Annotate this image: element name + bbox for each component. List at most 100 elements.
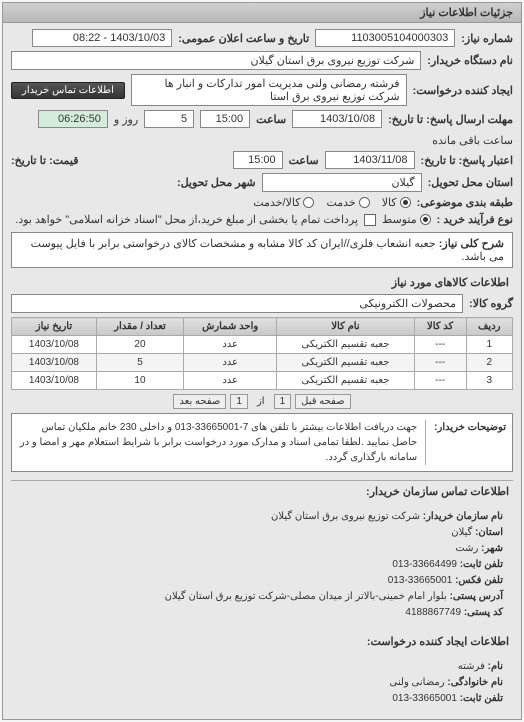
main-title-text: جعبه انشعاب فلزی//ایران کد کالا مشابه و …: [31, 238, 504, 263]
days-remaining: 5: [144, 110, 194, 128]
row-process: نوع فرآیند خرید : متوسط پرداخت تمام یا ب…: [11, 213, 513, 226]
radio-both-circle: [303, 197, 314, 208]
pub-date-value: 1403/10/03 - 08:22: [32, 29, 172, 47]
row-group: گروه کالا: محصولات الکترونیکی: [11, 294, 513, 313]
days-text: روز و: [114, 113, 138, 126]
table-cell: ---: [414, 354, 466, 372]
cr-fam: رمضانی ولنی: [390, 677, 445, 688]
row-location: استان محل تحویل: گیلان شهر محل تحویل:: [11, 173, 513, 192]
deadline-time: 15:00: [200, 110, 250, 128]
table-cell: 1403/10/08: [12, 336, 97, 354]
radio-goods[interactable]: کالا: [382, 196, 411, 209]
cr-name-l: نام:: [488, 661, 503, 672]
table-row: 1---جعبه تقسیم الکتریکیعدد201403/10/08: [12, 336, 513, 354]
th-unit: واحد شمارش: [184, 318, 277, 336]
contact-block: نام سازمان خریدار: شرکت توزیع نیروی برق …: [11, 503, 513, 627]
req-num-value: 1103005104000303: [315, 29, 455, 47]
checkbox-treasury-label: پرداخت تمام یا بخشی از مبلغ خرید،از محل …: [15, 213, 358, 226]
classification-radios: کالا خدمت کالا/خدمت: [253, 196, 410, 209]
c-post-l: کد پستی:: [464, 607, 503, 618]
radio-mid-label: متوسط: [382, 213, 417, 226]
radio-service[interactable]: خدمت: [326, 196, 369, 209]
checkbox-treasury[interactable]: [364, 214, 376, 226]
c-prov: گیلان: [451, 527, 472, 538]
table-cell: عدد: [184, 354, 277, 372]
main-title-label: شرح کلی نیاز:: [439, 238, 504, 250]
c-org: شرکت توزیع نیروی برق استان گیلان: [271, 511, 420, 522]
radio-both-label: کالا/خدمت: [253, 196, 300, 209]
th-rownum: ردیف: [466, 318, 512, 336]
radio-mid[interactable]: متوسط: [382, 213, 431, 226]
row-classification: طبقه بندی موضوعی: کالا خدمت کالا/خدمت: [11, 196, 513, 209]
time-remaining: 06:26:50: [38, 110, 108, 128]
radio-both[interactable]: کالا/خدمت: [253, 196, 314, 209]
table-cell: ---: [414, 336, 466, 354]
proc-label: نوع فرآیند خرید :: [437, 213, 513, 226]
c-fax-l: تلفن فکس:: [455, 575, 503, 586]
table-cell: عدد: [184, 336, 277, 354]
pager: صفحه قبل 1 از 1 صفحه بعد: [11, 394, 513, 409]
radio-service-circle: [359, 197, 370, 208]
pack-label: طبقه بندی موضوعی:: [417, 196, 513, 209]
pager-prev[interactable]: صفحه قبل: [295, 394, 351, 409]
table-row: 2---جعبه تقسیم الکتریکیعدد51403/10/08: [12, 354, 513, 372]
pager-next[interactable]: صفحه بعد: [173, 394, 226, 409]
creator-block: نام: فرشته نام خانوادگی: رمضانی ولنی تلف…: [11, 653, 513, 713]
goods-table: ردیف کد کالا نام کالا واحد شمارش تعداد /…: [11, 317, 513, 390]
c-addr-l: آدرس پستی:: [450, 591, 503, 602]
radio-goods-label: کالا: [382, 196, 397, 209]
loc-value: گیلان: [262, 173, 422, 192]
requester-value: فرشته رمضانی ولنی مدیریت امور تدارکات و …: [131, 74, 407, 106]
deadline-date: 1403/10/08: [292, 110, 382, 128]
table-row: 3---جعبه تقسیم الکتریکیعدد101403/10/08: [12, 372, 513, 390]
details-panel: جزئیات اطلاعات نیاز شماره نیاز: 11030051…: [2, 2, 522, 720]
th-qty: تعداد / مقدار: [96, 318, 183, 336]
table-cell: جعبه تقسیم الکتریکی: [277, 354, 414, 372]
pager-total: 1: [230, 394, 248, 409]
table-cell: 20: [96, 336, 183, 354]
table-cell: 1: [466, 336, 512, 354]
cr-name: فرشته: [458, 661, 485, 672]
row-req-number: شماره نیاز: 1103005104000303 تاریخ و ساع…: [11, 29, 513, 47]
c-city: رشت: [455, 543, 478, 554]
th-date: تاریخ نیاز: [12, 318, 97, 336]
cr-tel-l: تلفن ثابت:: [460, 693, 503, 704]
group-value: محصولات الکترونیکی: [11, 294, 463, 313]
city-label: شهر محل تحویل:: [177, 176, 256, 189]
table-cell: 1403/10/08: [12, 372, 97, 390]
pub-date-label: تاریخ و ساعت اعلان عمومی:: [178, 32, 309, 45]
c-post: 4188867749: [405, 607, 461, 618]
loc-label: استان محل تحویل:: [428, 176, 513, 189]
notes-text: جهت دریافت اطلاعات بیشتر با تلفن های 7-3…: [18, 420, 417, 465]
table-cell: 5: [96, 354, 183, 372]
deadline-label: مهلت ارسال پاسخ: تا تاریخ:: [388, 113, 513, 126]
c-prov-l: استان:: [475, 527, 503, 538]
contact-buyer-button[interactable]: اطلاعات تماس خریدار: [11, 82, 125, 99]
table-cell: 1403/10/08: [12, 354, 97, 372]
pager-of-label: از: [252, 395, 270, 408]
validity-date: 1403/11/08: [325, 151, 415, 169]
radio-mid-circle: [420, 214, 431, 225]
c-org-l: نام سازمان خریدار:: [423, 511, 503, 522]
row-validity: اعتبار پاسخ: تا تاریخ: 1403/11/08 ساعت 1…: [11, 151, 513, 169]
validity-label: اعتبار پاسخ: تا تاریخ:: [421, 154, 513, 167]
table-cell: جعبه تقسیم الکتریکی: [277, 372, 414, 390]
creator-section-title: اطلاعات ایجاد کننده درخواست:: [11, 633, 513, 650]
table-cell: ---: [414, 372, 466, 390]
c-city-l: شهر:: [481, 543, 503, 554]
table-cell: جعبه تقسیم الکتریکی: [277, 336, 414, 354]
notes-box: توضیحات خریدار: جهت دریافت اطلاعات بیشتر…: [11, 413, 513, 472]
row-buyer-org: نام دستگاه خریدار: شرکت توزیع نیروی برق …: [11, 51, 513, 70]
c-tel: 33664499-013: [392, 559, 457, 570]
time-label-1: ساعت: [256, 113, 286, 126]
c-tel-l: تلفن ثابت:: [460, 559, 503, 570]
radio-service-label: خدمت: [326, 196, 355, 209]
cr-fam-l: نام خانوادگی:: [447, 677, 503, 688]
main-title-box: شرح کلی نیاز: جعبه انشعاب فلزی//ایران کد…: [11, 232, 513, 268]
table-cell: 3: [466, 372, 512, 390]
c-addr: بلوار امام خمینی-بالاتر از میدان مصلی-شر…: [165, 591, 447, 602]
notes-label: توضیحات خریدار:: [425, 420, 506, 465]
time-remain-text: ساعت باقی مانده: [432, 134, 513, 147]
th-name: نام کالا: [277, 318, 414, 336]
row-deadline: مهلت ارسال پاسخ: تا تاریخ: 1403/10/08 سا…: [11, 110, 513, 147]
